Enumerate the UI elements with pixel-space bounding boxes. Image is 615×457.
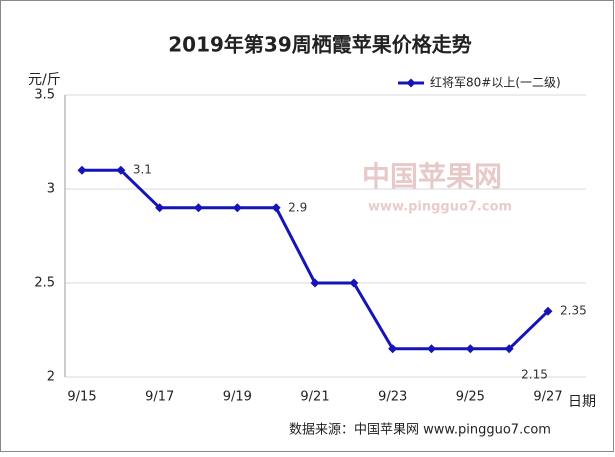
data-label: 2.35	[560, 304, 587, 318]
data-point	[349, 278, 359, 288]
data-point	[310, 278, 320, 288]
watermark: 中国苹果网	[362, 160, 502, 193]
data-point	[427, 344, 436, 354]
y-tick-label: 3.5	[34, 88, 55, 103]
y-axis-label: 元/斤	[28, 72, 61, 88]
data-label: 2.9	[288, 200, 307, 214]
x-axis-label: 日期	[568, 394, 596, 410]
data-point	[155, 203, 165, 213]
y-tick-label: 2	[47, 370, 55, 385]
data-point	[388, 344, 398, 354]
y-tick-label: 2.5	[34, 276, 55, 291]
chart-title: 2019年第39周栖霞苹果价格走势	[168, 33, 472, 57]
data-point	[543, 306, 553, 316]
data-point	[194, 203, 203, 213]
data-point	[504, 344, 514, 354]
legend-marker	[406, 78, 416, 88]
source: 数据来源：中国苹果网 www.pingguo7.com	[289, 423, 551, 438]
x-tick-label: 9/27	[533, 390, 562, 405]
data-label: 2.15	[521, 367, 548, 381]
y-tick-label: 3	[47, 182, 55, 197]
x-tick-label: 9/25	[456, 390, 485, 405]
x-tick-label: 9/23	[378, 390, 407, 405]
data-point	[232, 203, 242, 213]
data-point	[116, 165, 126, 175]
data-point	[77, 165, 87, 175]
watermark: www.pingguo7.com	[368, 200, 512, 215]
x-tick-label: 9/15	[67, 390, 96, 405]
data-label: 3.1	[133, 163, 152, 177]
x-tick-label: 9/17	[145, 390, 174, 405]
x-tick-label: 9/21	[300, 390, 329, 405]
x-tick-label: 9/19	[223, 390, 252, 405]
data-point	[271, 203, 281, 213]
legend-label: 红将军80#以上(一二级)	[430, 75, 561, 90]
data-point	[465, 344, 475, 354]
